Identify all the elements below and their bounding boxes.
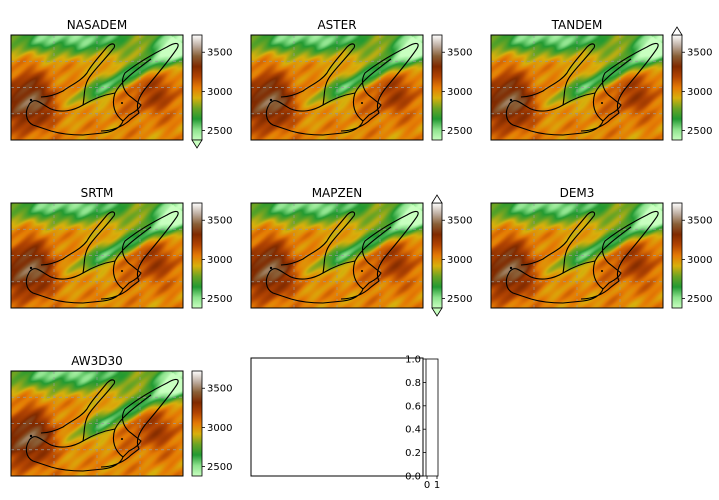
colorbar-tick-label: 2500: [447, 126, 472, 137]
glacier-outline: [25, 42, 179, 136]
x-tick-label: 1: [434, 480, 440, 491]
colorbar-frame: [431, 34, 443, 141]
outline-dot: [361, 270, 363, 272]
panel-aw3d30: AW3D30 2500 3000 3500: [10, 354, 232, 477]
colorbar: [432, 203, 442, 308]
outline-dot: [601, 102, 603, 104]
colorbar-frame: [191, 370, 203, 477]
panel-title: SRTM: [81, 186, 114, 200]
axes-frame: [10, 34, 184, 141]
axes-frame: [10, 202, 184, 309]
outline-dot: [269, 266, 273, 270]
colorbar-tick-label: 3000: [687, 87, 712, 98]
axes-frame: [490, 202, 664, 309]
panel-title: DEM3: [560, 186, 595, 200]
colorbar: [192, 35, 202, 140]
panel-mapzen: MAPZEN 2500 3000 3500: [250, 186, 472, 317]
x-tick-label: 0: [424, 480, 430, 491]
colorbar: [192, 371, 202, 476]
colorbar-tick-label: 0.2: [405, 448, 421, 459]
outline-dot: [121, 102, 123, 104]
colorbar: [672, 35, 682, 140]
outline-dot: [29, 266, 33, 270]
colorbar-tick-label: 3500: [207, 384, 232, 395]
colorbar-tick-label: 3000: [207, 423, 232, 434]
colorbar-tick-label: 3000: [687, 255, 712, 266]
outline-dot: [361, 102, 363, 104]
colorbar-tick-label: 2500: [207, 462, 232, 473]
colorbar-tick-label: 1.0: [405, 355, 421, 366]
colorbar-tick-label: 3000: [207, 87, 232, 98]
axes-frame: [490, 34, 664, 141]
outline-dot: [29, 98, 33, 102]
colorbar: [432, 35, 442, 140]
colorbar: [192, 203, 202, 308]
glacier-outline: [25, 210, 179, 304]
colorbar-tick-label: 0.6: [405, 401, 421, 412]
outline-dot: [509, 266, 513, 270]
axes-frame: [250, 202, 424, 309]
glacier-outline: [505, 42, 659, 136]
outline-dot: [29, 434, 33, 438]
colorbar-tick-label: 2500: [447, 294, 472, 305]
empty-colorbar: [425, 358, 439, 477]
glacier-outline: [265, 210, 419, 304]
glacier-outline: [505, 210, 659, 304]
panel-title: MAPZEN: [312, 186, 363, 200]
colorbar-extend-min: [191, 139, 203, 149]
colorbar-tick-label: 3500: [207, 216, 232, 227]
colorbar-tick-label: 3500: [207, 48, 232, 59]
colorbar-extend-max: [671, 26, 683, 36]
colorbar-tick-label: 2500: [207, 294, 232, 305]
panel-tandem: TANDEM 2500 3000 3500: [490, 18, 712, 141]
panel-aster: ASTER 2500 3000 3500: [250, 18, 472, 141]
colorbar: [672, 203, 682, 308]
panel-nasadem: NASADEM 2500 3000 3500: [10, 18, 232, 149]
colorbar-tick-label: 3000: [447, 255, 472, 266]
colorbar-tick-label: 3500: [447, 48, 472, 59]
colorbar-tick-label: 0.0: [405, 472, 421, 483]
panel-srtm: SRTM 2500 3000 3500: [10, 186, 232, 309]
glacier-outline: [25, 378, 179, 472]
colorbar-extend-min: [431, 307, 443, 317]
outline-dot: [601, 270, 603, 272]
colorbar-tick-label: 3500: [447, 216, 472, 227]
colorbar-tick-label: 2500: [207, 126, 232, 137]
colorbar-tick-label: 2500: [687, 294, 712, 305]
outline-dot: [121, 438, 123, 440]
colorbar-tick-label: 0.4: [405, 425, 421, 436]
colorbar-frame: [671, 202, 683, 309]
colorbar-tick-label: 2500: [687, 126, 712, 137]
colorbar-tick-label: 3000: [447, 87, 472, 98]
outline-dot: [269, 98, 273, 102]
colorbar-extend-max: [431, 194, 443, 204]
outline-dot: [509, 98, 513, 102]
outline-dot: [121, 270, 123, 272]
colorbar-frame: [191, 202, 203, 309]
empty-axes: [250, 357, 424, 477]
panel-title: TANDEM: [551, 18, 603, 32]
colorbar-tick-label: 3500: [687, 48, 712, 59]
colorbar-tick-label: 3500: [687, 216, 712, 227]
panel-title: NASADEM: [67, 18, 127, 32]
panel-dem3: DEM3 2500 3000 3500: [490, 186, 712, 309]
panel-title: ASTER: [317, 18, 356, 32]
glacier-outline: [265, 42, 419, 136]
axes-frame: [10, 370, 184, 477]
panel-title: AW3D30: [71, 354, 123, 368]
panel-empty: 0.0 0.2 0.4 0.6 0.8 1.0 0 1: [250, 355, 440, 491]
colorbar-tick-label: 0.8: [405, 378, 421, 389]
colorbar-tick-label: 3000: [207, 255, 232, 266]
axes-frame: [250, 34, 424, 141]
